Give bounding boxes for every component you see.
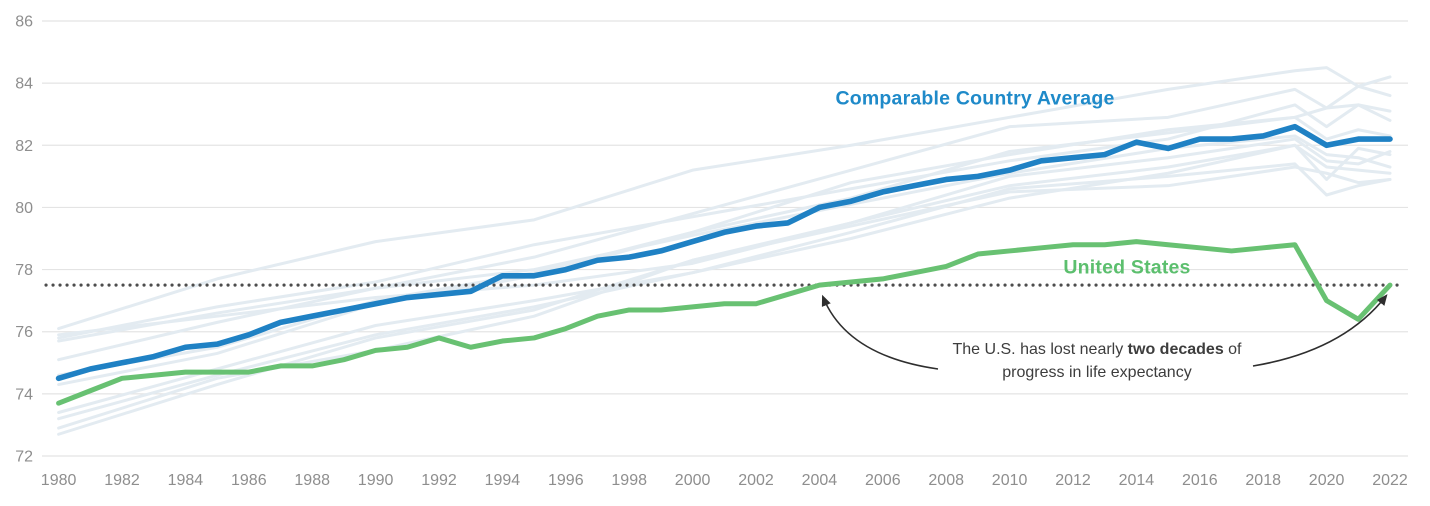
x-tick-label: 2016 xyxy=(1182,472,1218,489)
line-united-states xyxy=(56,239,1393,406)
line-comparable-country-average xyxy=(55,123,1393,382)
x-tick-label: 1990 xyxy=(358,472,394,489)
x-tick-label: 1986 xyxy=(231,472,267,489)
x-tick-label: 1982 xyxy=(104,472,140,489)
x-tick-label: 1988 xyxy=(294,472,330,489)
x-tick-label: 2000 xyxy=(675,472,711,489)
x-tick-label: 1984 xyxy=(168,472,204,489)
background-country-line-9 xyxy=(57,143,1392,436)
y-tick-label: 80 xyxy=(15,200,33,217)
x-tick-label: 2008 xyxy=(928,472,964,489)
background-country-line-5 xyxy=(57,115,1392,387)
x-tick-label: 2018 xyxy=(1245,472,1281,489)
y-tick-label: 72 xyxy=(15,449,33,466)
y-tick-label: 86 xyxy=(15,14,33,31)
annotation-text-post: of xyxy=(1223,341,1242,358)
background-country-line-1 xyxy=(57,66,1392,331)
x-tick-label: 1998 xyxy=(611,472,647,489)
annotation-arrow-left xyxy=(821,294,939,370)
y-tick-label: 82 xyxy=(15,138,33,155)
x-tick-label: 2022 xyxy=(1372,472,1408,489)
x-tick-label: 2002 xyxy=(738,472,774,489)
annotation-text-pre: The U.S. has lost nearly xyxy=(952,341,1128,358)
background-country-line-11 xyxy=(57,162,1392,421)
series-label-comparable-country-average: Comparable Country Average xyxy=(835,87,1115,110)
annotation-text-bold: two decades xyxy=(1127,341,1224,358)
x-tick-label: 2010 xyxy=(992,472,1028,489)
x-tick-label: 1996 xyxy=(548,472,584,489)
x-tick-label: 2014 xyxy=(1119,472,1155,489)
y-tick-label: 74 xyxy=(15,386,33,403)
x-tick-label: 2004 xyxy=(802,472,838,489)
annotation-arrow-right xyxy=(1252,294,1388,367)
x-tick-label: 2012 xyxy=(1055,472,1091,489)
series-label-united-states: United States xyxy=(1063,256,1191,279)
background-country-line-2 xyxy=(57,84,1392,343)
background-country-line-7 xyxy=(57,137,1392,337)
background-country-line-6 xyxy=(57,134,1392,362)
x-tick-label: 1994 xyxy=(485,472,521,489)
annotation-line1: The U.S. has lost nearly two decades of xyxy=(952,339,1241,362)
y-tick-label: 84 xyxy=(15,76,33,93)
y-tick-label: 78 xyxy=(15,262,33,279)
x-tick-label: 1992 xyxy=(421,472,457,489)
x-tick-label: 2006 xyxy=(865,472,901,489)
x-tick-label: 2020 xyxy=(1309,472,1345,489)
annotation-line2: progress in life expectancy xyxy=(1002,363,1192,381)
annotation-lost-decades: The U.S. has lost nearly two decades of … xyxy=(952,339,1241,384)
y-tick-label: 76 xyxy=(15,324,33,341)
x-tick-label: 1980 xyxy=(41,472,77,489)
